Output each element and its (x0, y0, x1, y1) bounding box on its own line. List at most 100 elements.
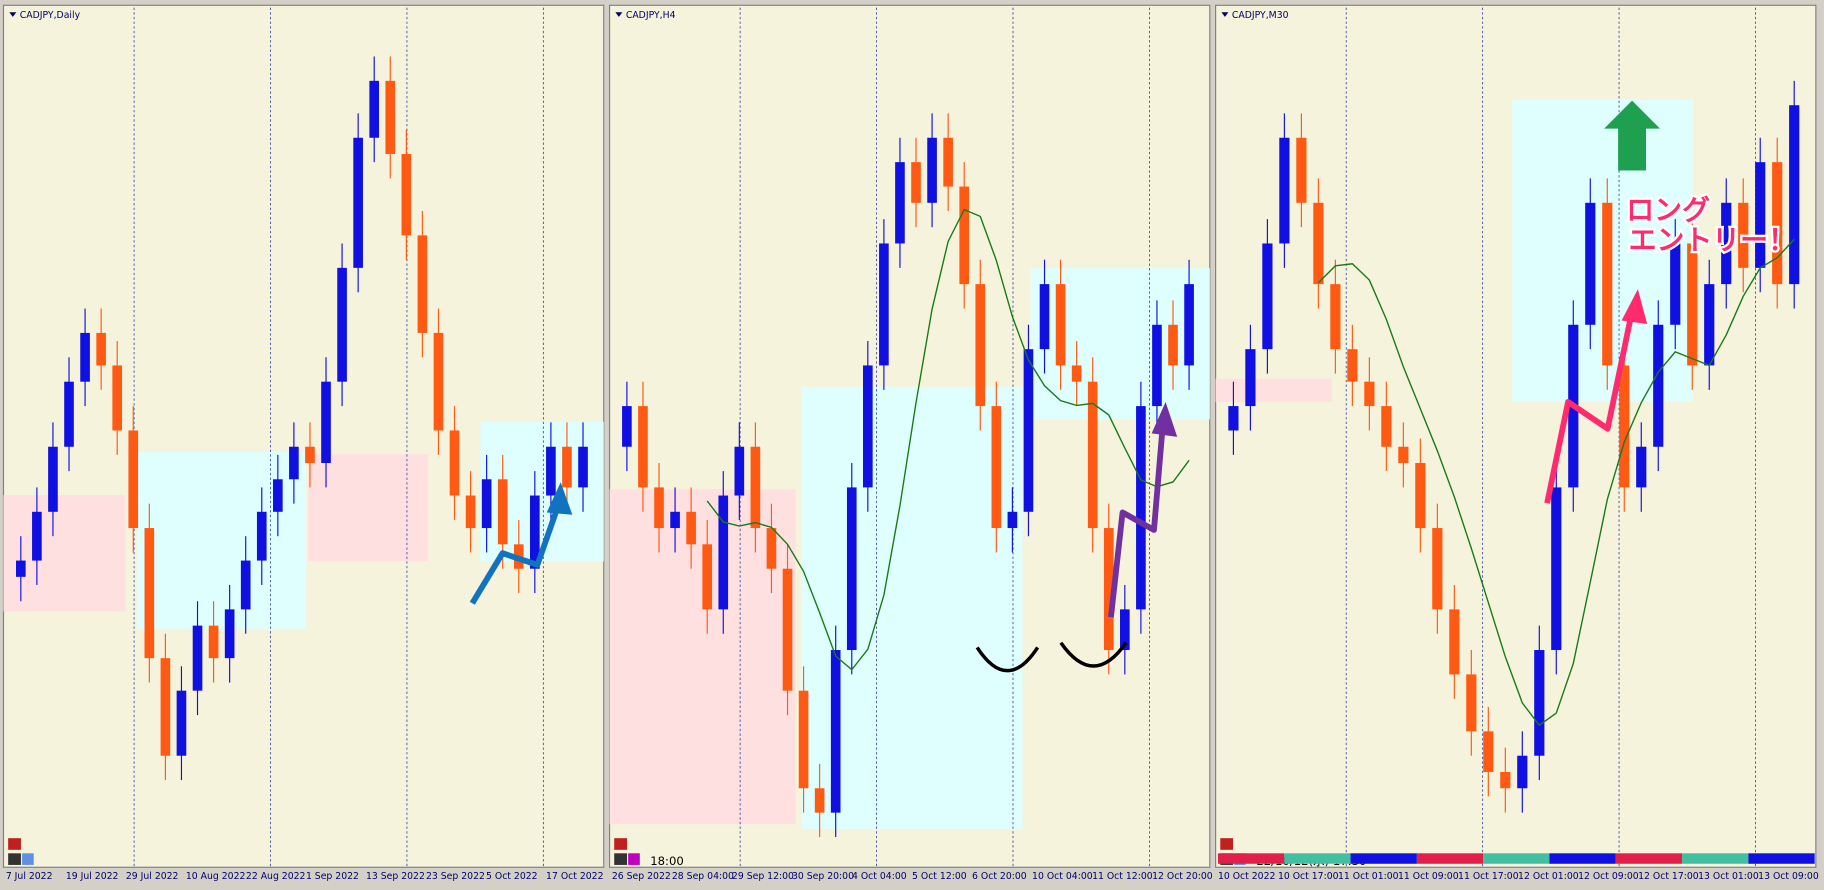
candle-body (16, 560, 26, 577)
candle-body (943, 137, 953, 187)
candle-body (465, 495, 476, 529)
candle-body (975, 284, 986, 407)
x-tick-label: 11 Oct 09:00 (1398, 871, 1459, 882)
candle-body (144, 528, 155, 659)
x-tick-label: 30 Sep 20:00 (792, 871, 854, 882)
candle-body (192, 625, 203, 691)
x-tick-label: 12 Oct 17:00 (1638, 871, 1699, 882)
candle-body (1120, 609, 1130, 651)
annotation: エントリー！ (1629, 224, 1796, 257)
candle-body (433, 332, 444, 431)
candle-body (32, 511, 42, 561)
candle-body (1772, 162, 1783, 285)
candle-body (1653, 324, 1664, 447)
candle-body (1500, 771, 1511, 789)
candle-body (1055, 284, 1066, 366)
chart-title: CADJPY,Daily (20, 10, 81, 21)
tool-icon (628, 853, 640, 865)
x-tick-label: 13 Sep 2022 (366, 871, 425, 882)
menu-icon (9, 12, 17, 17)
candle-body (1296, 137, 1307, 203)
candle-body (927, 137, 937, 203)
candle-body (959, 186, 970, 285)
x-tick-label: 4 Oct 04:00 (852, 871, 907, 882)
candle-body (1103, 528, 1114, 651)
candle-body (895, 162, 905, 244)
drawn-arrow (1544, 304, 1637, 504)
candle-body (546, 446, 556, 496)
session-bar (1748, 853, 1815, 864)
session-bar (1284, 853, 1351, 864)
x-tick-label: 22 Aug 2022 (246, 871, 306, 882)
candle-body (208, 625, 219, 659)
x-tick-label: 29 Sep 12:00 (732, 871, 794, 882)
x-tick-label: 19 Jul 2022 (66, 871, 119, 882)
candle-body (766, 528, 777, 569)
x-tick-label: 17 Oct 2022 (546, 871, 603, 882)
candle-body (1619, 365, 1630, 488)
candle-body (702, 544, 713, 610)
up-arrow-icon (1604, 100, 1660, 171)
x-tick-label: 13 Oct 09:00 (1758, 871, 1819, 882)
candle-body (1007, 511, 1018, 529)
x-tick-label: 10 Aug 2022 (186, 871, 246, 882)
candle-body (1313, 202, 1324, 285)
close-button (614, 838, 627, 850)
candle-body (670, 511, 680, 529)
candle-body (830, 650, 841, 813)
bottom-mark (1059, 641, 1128, 668)
x-tick-label: 10 Oct 17:00 (1278, 871, 1339, 882)
candle-body (654, 487, 664, 529)
x-tick-label: 23 Sep 2022 (426, 871, 485, 882)
candle-body (481, 479, 492, 529)
drawn-arrow-head (1151, 401, 1178, 437)
candle-body (385, 80, 396, 155)
candle-body (256, 511, 267, 561)
candle-body (782, 568, 793, 691)
candle-body (273, 479, 283, 512)
candle-body (240, 560, 251, 610)
candle-body (1585, 202, 1596, 325)
menu-icon (1221, 12, 1229, 17)
drawn-arrow-head (1621, 289, 1648, 325)
x-tick-label: 10 Oct 04:00 (1032, 871, 1093, 882)
close-button (8, 838, 21, 850)
candle-body (48, 446, 58, 512)
candle-body (1602, 202, 1613, 366)
candle-body (1071, 365, 1082, 382)
session-bar (1615, 853, 1683, 864)
candle-body (686, 511, 696, 545)
candle-body (578, 446, 588, 488)
candle-body (369, 80, 380, 138)
candle-body (846, 487, 857, 651)
candle-body (991, 406, 1002, 529)
candle-body (337, 267, 347, 382)
session-bar (1483, 853, 1550, 864)
session-bar (1682, 853, 1749, 864)
candle-body (289, 446, 299, 480)
zone (308, 454, 429, 562)
candle-body (305, 446, 315, 464)
candle-body (1330, 284, 1341, 350)
session-bar (1350, 853, 1417, 864)
candle-body (879, 243, 889, 366)
x-tick-label: 28 Sep 04:00 (672, 871, 734, 882)
x-tick-label: 10 Oct 2022 (1218, 871, 1275, 882)
candle-body (638, 406, 648, 488)
candle-body (750, 446, 761, 529)
x-tick-label: 11 Oct 17:00 (1458, 871, 1519, 882)
zone (137, 451, 306, 629)
tool-icon (8, 853, 21, 865)
candle-body (224, 609, 235, 659)
drawn-arrow-head (546, 482, 573, 515)
candle-body (112, 365, 123, 431)
candle-body (562, 446, 572, 488)
tool-icon (22, 853, 34, 865)
x-tick-label: 1 Sep 2022 (306, 871, 359, 882)
x-tick-label: 11 Oct 01:00 (1338, 871, 1399, 882)
candle-body (1039, 284, 1050, 350)
zone (3, 495, 126, 612)
drawn-arrow (469, 497, 564, 605)
candle-body (1636, 446, 1647, 488)
